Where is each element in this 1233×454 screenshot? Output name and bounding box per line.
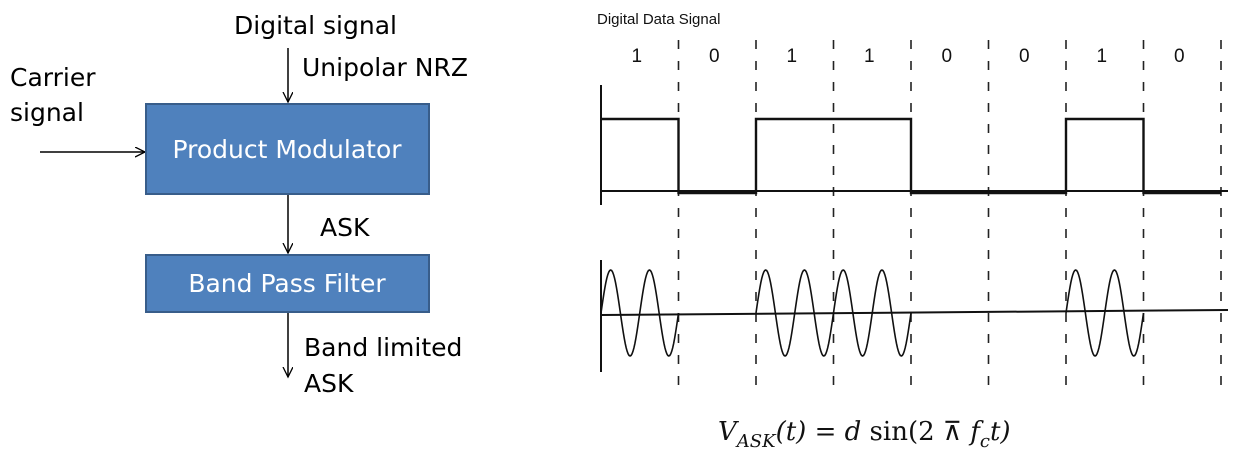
waveform-title: Digital Data Signal [597,11,720,28]
ask-burst [832,269,912,357]
band-pass-filter-label: Band Pass Filter [188,269,386,298]
eq-f-sub: c [980,431,990,452]
unipolar-nrz-label: Unipolar NRZ [302,53,468,82]
bit-label: 1 [631,46,642,67]
eq-v-arg: (t) [776,417,807,447]
bit-label: 1 [1096,46,1107,67]
eq-sin: sin(2 [861,417,934,447]
ask-label: ASK [320,213,370,242]
carrier-label-line1: Carrier [10,63,96,92]
eq-pi: ⊼ [935,417,971,447]
carrier-label-line2: signal [10,98,84,127]
eq-v-sub: ASK [735,431,777,452]
bit-labels: 1 0 1 1 0 0 1 0 [631,46,1184,67]
eq-v: V [718,417,739,447]
ask-burst [755,269,835,357]
bit-label: 1 [864,46,875,67]
band-pass-filter-block [145,254,430,313]
waveform-figure: Digital Data Signal 1 0 1 1 0 0 1 0 [597,11,1229,392]
product-modulator-block [145,103,430,195]
bit-label: 0 [941,46,952,67]
bit-label: 1 [786,46,797,67]
product-modulator-label: Product Modulator [172,135,402,164]
bit-label: 0 [1174,46,1185,67]
digital-data-waveform [601,117,1221,195]
block-diagram: Digital signal Unipolar NRZ Carrier sign… [10,11,468,398]
ask-waveform [600,269,1145,357]
eq-t-close: t) [990,417,1011,447]
ask-burst [600,269,680,357]
ask-baseline [600,309,1229,316]
bit-dividers [677,40,1222,392]
bit-label: 0 [709,46,720,67]
ask-burst [1065,269,1145,357]
eq-d: d [845,417,862,447]
bit-label: 0 [1019,46,1030,67]
ask-equation: VASK(t) = d sin(2 ⊼ fct) [718,417,1011,452]
band-limited-label: Band limited [304,333,462,362]
digital-signal-label: Digital signal [234,11,397,40]
eq-equals: = [806,417,844,447]
band-limited-ask-label: ASK [304,369,354,398]
